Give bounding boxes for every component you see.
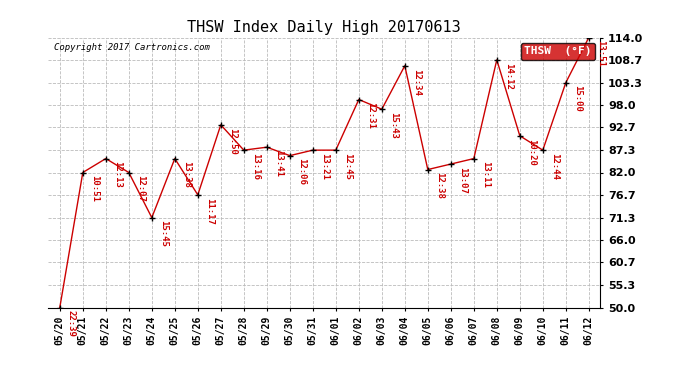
Text: 15:45: 15:45 [159, 220, 168, 247]
Text: 13:21: 13:21 [319, 153, 328, 180]
Text: 13:07: 13:07 [457, 167, 466, 194]
Text: 12:38: 12:38 [435, 172, 444, 199]
Text: 13:51: 13:51 [595, 40, 604, 67]
Text: 12:06: 12:06 [297, 158, 306, 185]
Text: 10:20: 10:20 [526, 139, 535, 165]
Text: 13:38: 13:38 [181, 161, 190, 188]
Text: 15:43: 15:43 [388, 112, 397, 139]
Text: 13:41: 13:41 [274, 150, 283, 177]
Text: 13:11: 13:11 [481, 161, 490, 188]
Text: 10:51: 10:51 [90, 175, 99, 202]
Text: 12:31: 12:31 [366, 102, 375, 129]
Text: 15:00: 15:00 [573, 86, 582, 112]
Title: THSW Index Daily High 20170613: THSW Index Daily High 20170613 [188, 20, 461, 35]
Text: 11:17: 11:17 [205, 198, 214, 225]
Text: 13:16: 13:16 [250, 153, 259, 180]
Text: 12:34: 12:34 [412, 69, 421, 95]
Text: 12:45: 12:45 [343, 153, 352, 180]
Text: 22:39: 22:39 [67, 310, 76, 337]
Legend: THSW  (°F): THSW (°F) [520, 43, 595, 60]
Text: 12:50: 12:50 [228, 128, 237, 154]
Text: 12:07: 12:07 [136, 175, 145, 202]
Text: 12:44: 12:44 [550, 153, 559, 180]
Text: Copyright 2017 Cartronics.com: Copyright 2017 Cartronics.com [54, 43, 210, 52]
Text: 12:13: 12:13 [112, 161, 121, 188]
Text: 14:12: 14:12 [504, 63, 513, 90]
